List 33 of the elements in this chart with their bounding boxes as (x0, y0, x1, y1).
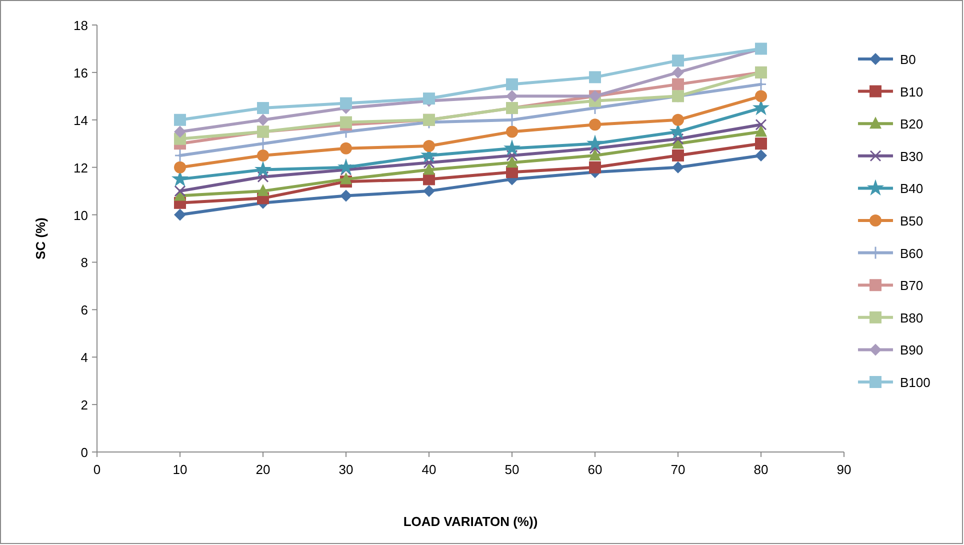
legend-label: B90 (900, 342, 924, 358)
legend-label: B70 (900, 278, 924, 294)
x-tick-label: 30 (338, 462, 354, 477)
legend-label: B80 (900, 310, 924, 326)
legend-label: B10 (900, 84, 924, 100)
y-tick-label: 8 (80, 255, 88, 270)
y-tick-label: 2 (80, 398, 88, 413)
y-tick-label: 6 (80, 302, 88, 318)
y-tick-label: 16 (74, 65, 88, 80)
legend-label: B20 (900, 116, 924, 132)
legend-label: B100 (900, 375, 930, 390)
legend-label: B30 (900, 148, 924, 164)
x-tick-label: 90 (836, 462, 852, 477)
legend-label: B40 (900, 181, 924, 196)
x-tick-label: 10 (172, 462, 188, 477)
x-tick-label: 0 (93, 462, 101, 477)
x-tick-label: 50 (504, 462, 520, 477)
x-tick-label: 70 (670, 462, 686, 477)
y-tick-label: 10 (74, 208, 88, 223)
y-tick-label: 4 (80, 350, 88, 366)
y-axis-title: SC (%) (33, 218, 48, 260)
legend-label: B50 (900, 214, 924, 228)
y-tick-label: 14 (74, 112, 88, 128)
legend-label: B0 (900, 52, 916, 67)
y-tick-label: 12 (74, 160, 88, 176)
x-tick-label: 60 (588, 462, 602, 477)
x-tick-label: 20 (256, 462, 270, 477)
y-tick-label: 0 (80, 445, 88, 460)
legend-label: B60 (900, 246, 924, 261)
x-tick-label: 40 (422, 462, 436, 477)
x-tick-label: 80 (754, 462, 768, 477)
y-tick-label: 18 (74, 18, 88, 33)
x-axis-title: LOAD VARIATON (%)) (403, 514, 538, 529)
